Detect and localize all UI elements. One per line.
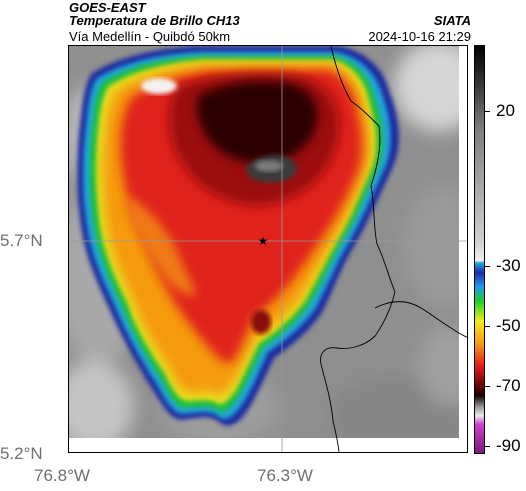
lat-label-5-2: 5.2°N xyxy=(0,444,43,463)
lon-label-76-3: 76.3°W xyxy=(257,466,313,485)
datetime-label: 2024-10-16 21:29 xyxy=(368,29,471,44)
brightness-temperature-map: ★ xyxy=(68,45,468,453)
colorbar-tick-neg90 xyxy=(485,446,490,447)
coldest-core-highlight xyxy=(255,160,283,172)
product-title: Temperatura de Brillo CH13 xyxy=(69,13,240,28)
colorbar-tick-neg50 xyxy=(485,326,490,327)
top-edge-highlight xyxy=(141,78,177,94)
boundary-line xyxy=(320,46,396,452)
satellite-name: GOES-EAST xyxy=(69,0,146,15)
data-edge-blank-right xyxy=(459,46,467,452)
colorbar-tick-neg70 xyxy=(485,386,490,387)
contour-black xyxy=(197,81,318,164)
colorbar-label-neg30: -30 xyxy=(496,256,521,275)
organization-label: SIATA xyxy=(433,13,471,28)
contour-orange-intrusion xyxy=(127,196,197,296)
star-icon: ★ xyxy=(258,234,269,248)
boundary-line-east xyxy=(374,301,467,338)
colorbar-label-20: 20 xyxy=(496,101,515,120)
temperature-colorbar xyxy=(474,45,485,454)
colorbar-label-neg70: -70 xyxy=(496,376,521,395)
lat-label-5-7: 5.7°N xyxy=(0,231,43,250)
colorbar-label-neg50: -50 xyxy=(496,316,521,335)
colorbar-tick-neg30 xyxy=(485,266,490,267)
lon-label-76-8: 76.8°W xyxy=(34,466,90,485)
region-label: Vía Medellín - Quibdó 50km xyxy=(69,29,231,44)
data-edge-blank xyxy=(69,438,467,452)
cold-cell-south xyxy=(251,310,271,334)
colorbar-tick-20 xyxy=(485,111,490,112)
colorbar-label-neg90: -90 xyxy=(496,436,521,455)
map-canvas: ★ xyxy=(69,46,467,452)
